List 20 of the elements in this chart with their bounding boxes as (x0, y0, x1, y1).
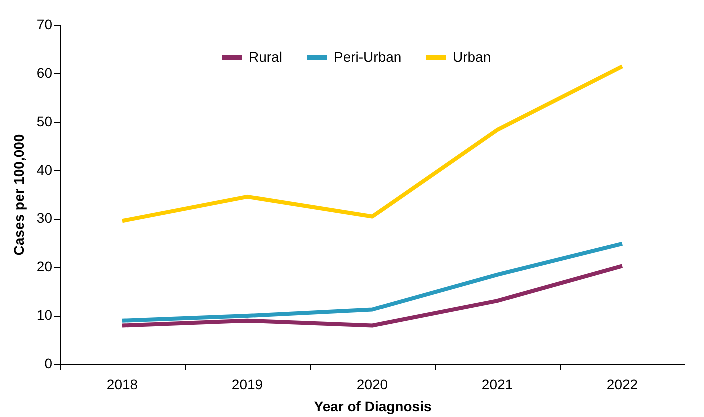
y-tick-label: 40 (36, 162, 53, 178)
y-tick-label: 10 (36, 307, 53, 324)
line-series (120, 242, 624, 323)
x-tick-label: 2019 (232, 376, 264, 392)
legend-label: Rural (249, 48, 282, 65)
x-tick-label: 2020 (356, 376, 388, 392)
y-tick-label: 20 (36, 258, 53, 275)
line-series (120, 264, 624, 328)
y-axis-title: Cases per 100,000 (10, 134, 27, 256)
y-tick-label: 60 (36, 64, 53, 81)
x-tick-label: 2021 (482, 376, 514, 392)
legend-label: Peri-Urban (334, 48, 402, 65)
x-tick-label: 2022 (606, 376, 638, 392)
legend-label: Urban (453, 48, 492, 65)
y-tick-label: 30 (36, 210, 53, 226)
y-tick-label: 70 (36, 16, 53, 32)
y-tick-label: 0 (44, 356, 53, 372)
x-tick-label: 2018 (106, 376, 138, 392)
line-series (120, 64, 624, 224)
y-tick-label: 50 (36, 113, 53, 130)
